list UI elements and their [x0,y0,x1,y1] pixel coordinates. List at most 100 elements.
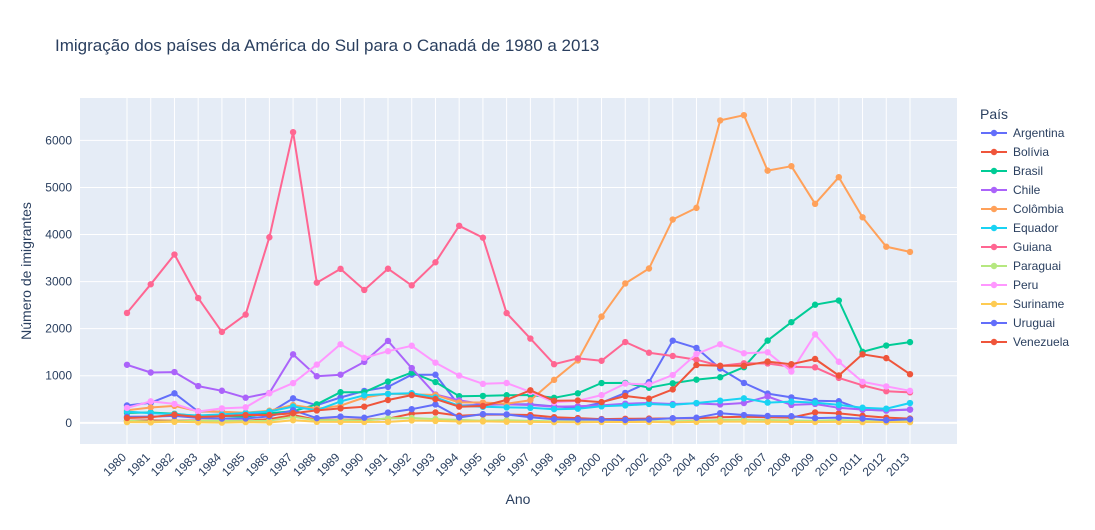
legend-marker [990,262,998,270]
data-point [527,396,534,404]
legend-label: Brasil [1013,164,1043,178]
data-point [669,352,676,360]
data-point [313,361,321,368]
data-point [503,396,510,404]
data-point [384,265,392,272]
data-point [289,395,297,402]
data-point [598,313,605,320]
legend-marker [990,148,998,156]
data-point [432,359,439,366]
data-point [764,399,771,406]
data-point [622,380,629,387]
data-point [764,412,771,420]
data-point [740,350,748,357]
data-point [337,405,344,412]
data-point [835,414,843,421]
data-point [693,399,700,407]
data-point [740,395,748,402]
data-point [503,404,510,411]
legend: País Argentina Bolívia Brasil Chile Colômbia… [980,106,1069,349]
data-point [313,407,321,414]
data-point [218,405,226,412]
legend-label: Paraguai [1013,259,1061,273]
data-point [764,349,771,356]
data-point [432,395,439,403]
data-point [361,414,368,421]
legend-item[interactable]: Colômbia [981,202,1064,216]
data-point [811,301,819,308]
data-point [859,404,866,411]
data-point [408,282,415,289]
legend-item[interactable]: Peru [981,278,1038,292]
data-point [574,390,582,397]
legend-item[interactable]: Venezuela [981,335,1069,349]
data-point [906,370,914,378]
data-point [455,222,463,230]
legend-item[interactable]: Bolívia [981,145,1049,159]
data-point [384,348,392,355]
data-point [811,331,819,338]
data-point [669,216,676,223]
data-point [432,371,439,378]
legend-item[interactable]: Argentina [981,126,1065,140]
data-point [218,412,226,420]
data-point [408,417,415,424]
data-point [147,414,154,421]
data-point [788,418,795,426]
data-point [171,400,178,408]
data-point [574,405,582,412]
data-point [835,401,843,409]
legend-item[interactable]: Paraguai [981,259,1061,273]
data-point [266,234,273,241]
data-point [788,413,795,420]
legend-item[interactable]: Chile [981,183,1041,197]
legend-item[interactable]: Uruguai [981,316,1055,330]
data-point [859,351,866,358]
y-tick-label: 6000 [45,133,72,147]
legend-item[interactable]: Brasil [981,164,1043,178]
data-point [432,259,439,266]
data-point [289,379,297,387]
data-point [432,378,439,386]
data-point [669,415,676,422]
legend-marker [990,281,998,289]
data-point [574,416,582,423]
data-point [384,383,392,391]
data-point [693,361,700,369]
data-point [740,379,748,387]
y-tick-label: 5000 [45,180,72,194]
data-point [693,414,700,421]
data-point [645,416,653,423]
data-point [740,399,748,407]
legend-label: Colômbia [1013,202,1064,216]
data-point [384,390,392,398]
data-point [408,410,415,417]
data-point [598,398,605,406]
data-point [147,369,154,376]
data-point [550,416,558,423]
legend-item[interactable]: Guiana [981,240,1052,254]
data-point [550,376,558,384]
data-point [337,265,344,273]
data-point [645,395,653,402]
data-point [337,398,344,405]
data-point [574,355,582,362]
data-point [384,337,392,345]
data-point [432,417,439,425]
data-point [669,386,676,393]
data-point [598,391,605,399]
data-point [788,360,795,368]
data-point [479,402,487,410]
legend-label: Uruguai [1013,316,1055,330]
data-point [550,397,558,404]
legend-item[interactable]: Suriname [981,297,1065,311]
data-point [669,401,676,409]
data-point [337,371,344,378]
data-point [764,358,771,365]
data-point [811,355,819,363]
data-point [384,378,392,385]
data-point [693,344,700,352]
data-point [361,286,368,294]
data-point [171,251,178,258]
legend-item[interactable]: Equador [981,221,1058,235]
